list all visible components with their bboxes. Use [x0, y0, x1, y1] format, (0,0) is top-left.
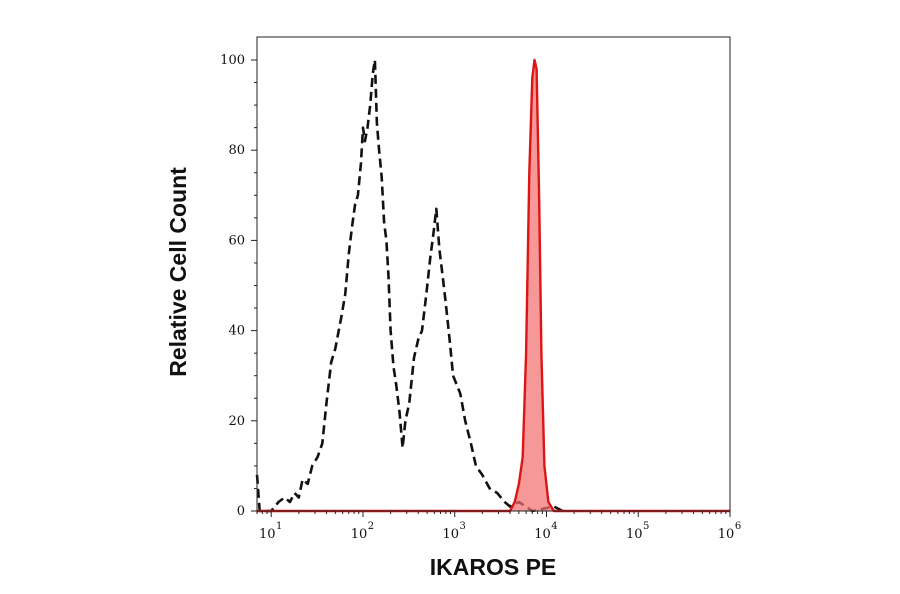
series-layer: [255, 58, 730, 513]
x-tick-exponent: 1: [276, 521, 282, 532]
y-tick-label: 0: [237, 504, 245, 519]
x-tick-label: 10: [259, 527, 276, 542]
x-tick-exponent: 4: [551, 521, 557, 532]
x-tick-label: 10: [351, 527, 368, 542]
x-tick-exponent: 3: [460, 521, 466, 532]
y-tick-label: 60: [228, 233, 245, 248]
x-tick-exponent: 2: [368, 521, 374, 532]
x-tick-label: 10: [442, 527, 459, 542]
x-axis-title: IKAROS PE: [430, 554, 557, 580]
x-tick-exponent: 6: [735, 521, 741, 532]
series-0-line: [255, 58, 564, 513]
y-tick-label: 80: [228, 143, 245, 158]
x-tick-label: 10: [534, 527, 551, 542]
x-tick-label: 10: [718, 527, 735, 542]
plot-frame: [256, 36, 731, 512]
y-axis-title: Relative Cell Count: [165, 167, 191, 377]
x-tick-label: 10: [626, 527, 643, 542]
series-1-fill: [257, 60, 730, 511]
y-tick-label: 100: [220, 53, 245, 68]
x-tick-exponent: 5: [643, 521, 649, 532]
y-tick-label: 20: [228, 414, 245, 429]
series-1-line: [257, 58, 730, 513]
y-tick-label: 40: [228, 324, 245, 339]
